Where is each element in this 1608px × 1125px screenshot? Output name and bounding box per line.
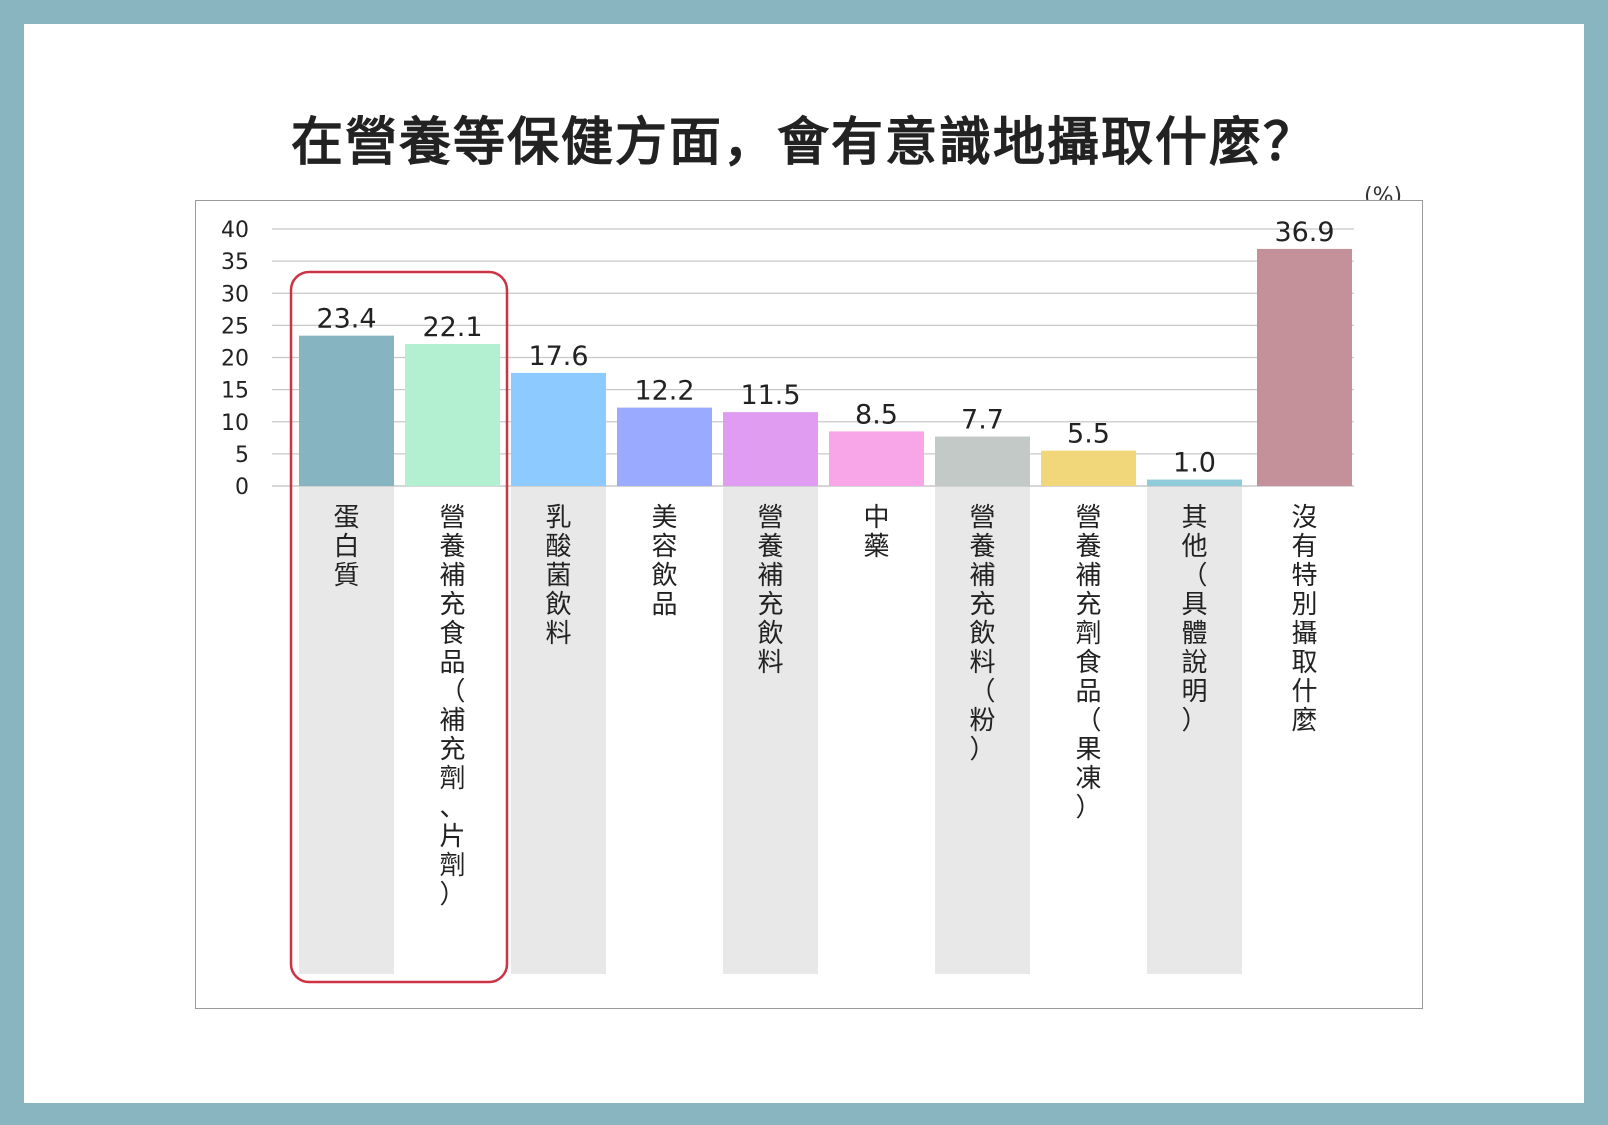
x-tick-label: 沒有特別攝取什麼 — [1291, 503, 1318, 736]
x-tick-label: 乳酸菌飲料 — [545, 503, 572, 649]
chart-title: 在營養等保健方面，會有意識地攝取什麼？ — [290, 113, 1317, 173]
y-tick-label: 40 — [221, 218, 249, 243]
data-label: 17.6 — [528, 341, 588, 372]
bar — [299, 335, 394, 486]
y-tick-label: 5 — [235, 443, 249, 468]
x-tick-label: 其他（具體說明） — [1181, 503, 1208, 736]
x-tick-label: 營養補充飲料（粉） — [969, 503, 996, 765]
x-tick-label: 營養補充飲料 — [757, 503, 784, 678]
x-tick-label: 美容飲品 — [651, 503, 678, 620]
highlight-box — [289, 270, 509, 984]
bar — [1147, 479, 1242, 486]
y-tick-label: 20 — [221, 347, 249, 372]
y-tick-label: 25 — [221, 314, 249, 339]
bar — [935, 436, 1030, 486]
bar — [617, 407, 712, 486]
data-label: 22.1 — [422, 312, 482, 343]
bar — [829, 431, 924, 486]
y-tick-label: 30 — [221, 282, 249, 307]
data-label: 7.7 — [961, 405, 1004, 436]
x-tick-label: 蛋白質 — [333, 503, 360, 591]
column-stripe — [511, 486, 606, 974]
bar — [405, 344, 500, 486]
y-tick-label: 0 — [235, 475, 249, 500]
bar — [1257, 248, 1352, 486]
data-label: 36.9 — [1274, 217, 1334, 248]
data-label: 5.5 — [1067, 419, 1110, 450]
x-tick-label: 中藥 — [863, 503, 890, 562]
bar — [723, 412, 818, 486]
column-stripe — [299, 486, 394, 974]
y-tick-label: 10 — [221, 411, 249, 436]
data-label: 23.4 — [316, 304, 376, 335]
bar-chart: 0 5 10 15 20 25 30 35 40 23.4 22.1 17.6 12.2 11.5 8.5 7… — [221, 217, 1354, 984]
y-tick-label: 35 — [221, 250, 249, 275]
data-label: 1.0 — [1173, 448, 1216, 479]
column-stripe — [1147, 486, 1242, 974]
column-stripe — [723, 486, 818, 974]
y-tick-label: 15 — [221, 379, 249, 404]
bar — [511, 372, 606, 486]
column-stripe — [935, 486, 1030, 974]
data-label: 8.5 — [855, 399, 898, 430]
x-tick-label: 營養補充劑食品（果凍） — [1075, 503, 1102, 823]
x-tick-label: 營養補充食品（補充劑、片劑） — [439, 503, 466, 910]
data-label: 12.2 — [634, 376, 694, 407]
card: 在營養等保健方面，會有意識地攝取什麼？ (%) 0 5 10 15 20 25 30 35 40… — [24, 24, 1584, 1103]
bar — [1041, 450, 1136, 486]
data-label: 11.5 — [740, 380, 800, 411]
